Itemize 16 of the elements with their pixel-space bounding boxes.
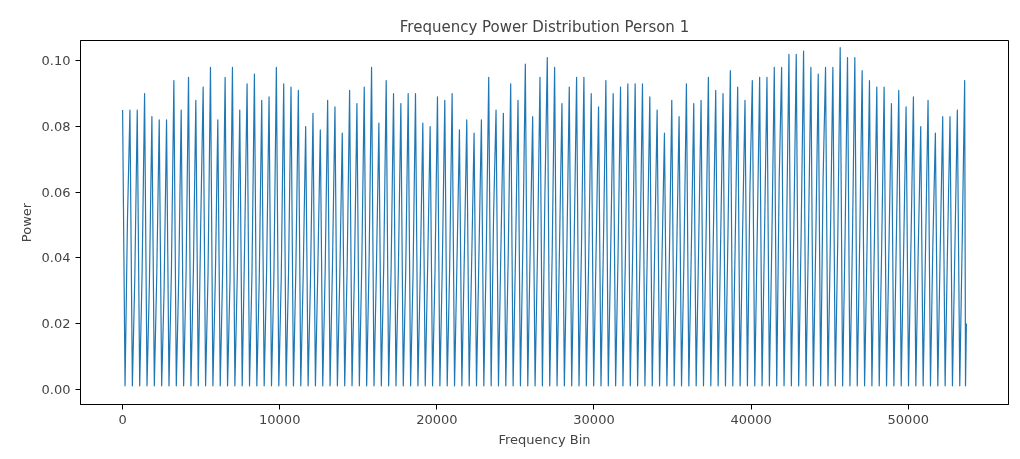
y-axis-title: Power <box>18 202 34 243</box>
x-tick-label: 10000 <box>259 411 301 427</box>
x-axis-title: Frequency Bin <box>498 431 591 447</box>
y-tick-label: 0.06 <box>41 184 71 200</box>
y-tick-label: 0.10 <box>41 53 71 69</box>
chart-title: Frequency Power Distribution Person 1 <box>399 17 690 36</box>
x-tick-label: 20000 <box>416 411 458 427</box>
y-tick-label: 0.04 <box>41 250 71 266</box>
y-tick-label: 0.00 <box>41 381 71 397</box>
x-tick-label: 40000 <box>730 411 772 427</box>
y-tick-label: 0.02 <box>41 315 71 331</box>
y-tick-label: 0.08 <box>41 118 71 134</box>
x-tick-label: 30000 <box>573 411 615 427</box>
x-tick-label: 50000 <box>887 411 929 427</box>
x-tick-label: 0 <box>118 411 127 427</box>
line-series <box>122 47 967 387</box>
